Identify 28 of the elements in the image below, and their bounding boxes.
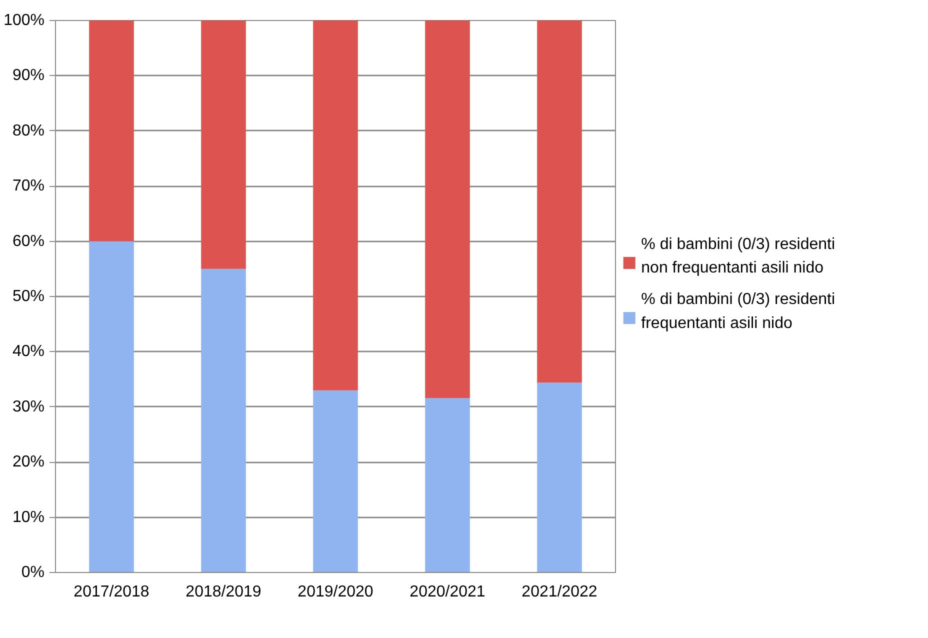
bar [425, 20, 470, 398]
bar [425, 398, 470, 572]
y-tick-label: 40% [12, 343, 45, 360]
y-tick-label: 50% [12, 288, 45, 305]
bar [201, 268, 246, 572]
legend-label: % di bambini (0/3) residenti non frequentanti asili nido [641, 236, 836, 277]
y-tick-label: 0% [21, 564, 44, 581]
bar [313, 20, 358, 390]
y-tick-label: 80% [12, 122, 45, 140]
y-tick-label: 30% [12, 398, 45, 416]
y-tick-label: 70% [12, 178, 45, 195]
legend-label: % di bambini (0/3) residenti frequentanti asili nido [641, 291, 836, 332]
y-tick-label: 90% [12, 67, 45, 84]
x-tick-label: 2021/2022 [522, 584, 598, 600]
bar [89, 241, 134, 572]
x-tick-label: 2018/2019 [186, 584, 262, 600]
y-tick-label: 20% [12, 454, 45, 471]
y-tick-label: 10% [12, 508, 45, 526]
bar [537, 20, 582, 383]
y-tick-label: 100% [4, 12, 44, 29]
bar [313, 390, 358, 572]
x-tick-label: 2019/2020 [298, 584, 374, 600]
bar [537, 382, 582, 572]
x-tick-label: 2020/2021 [410, 584, 486, 600]
bar [201, 20, 246, 269]
y-tick-label: 60% [12, 232, 45, 250]
x-tick-label: 2017/2018 [74, 584, 150, 600]
bar [89, 20, 134, 242]
